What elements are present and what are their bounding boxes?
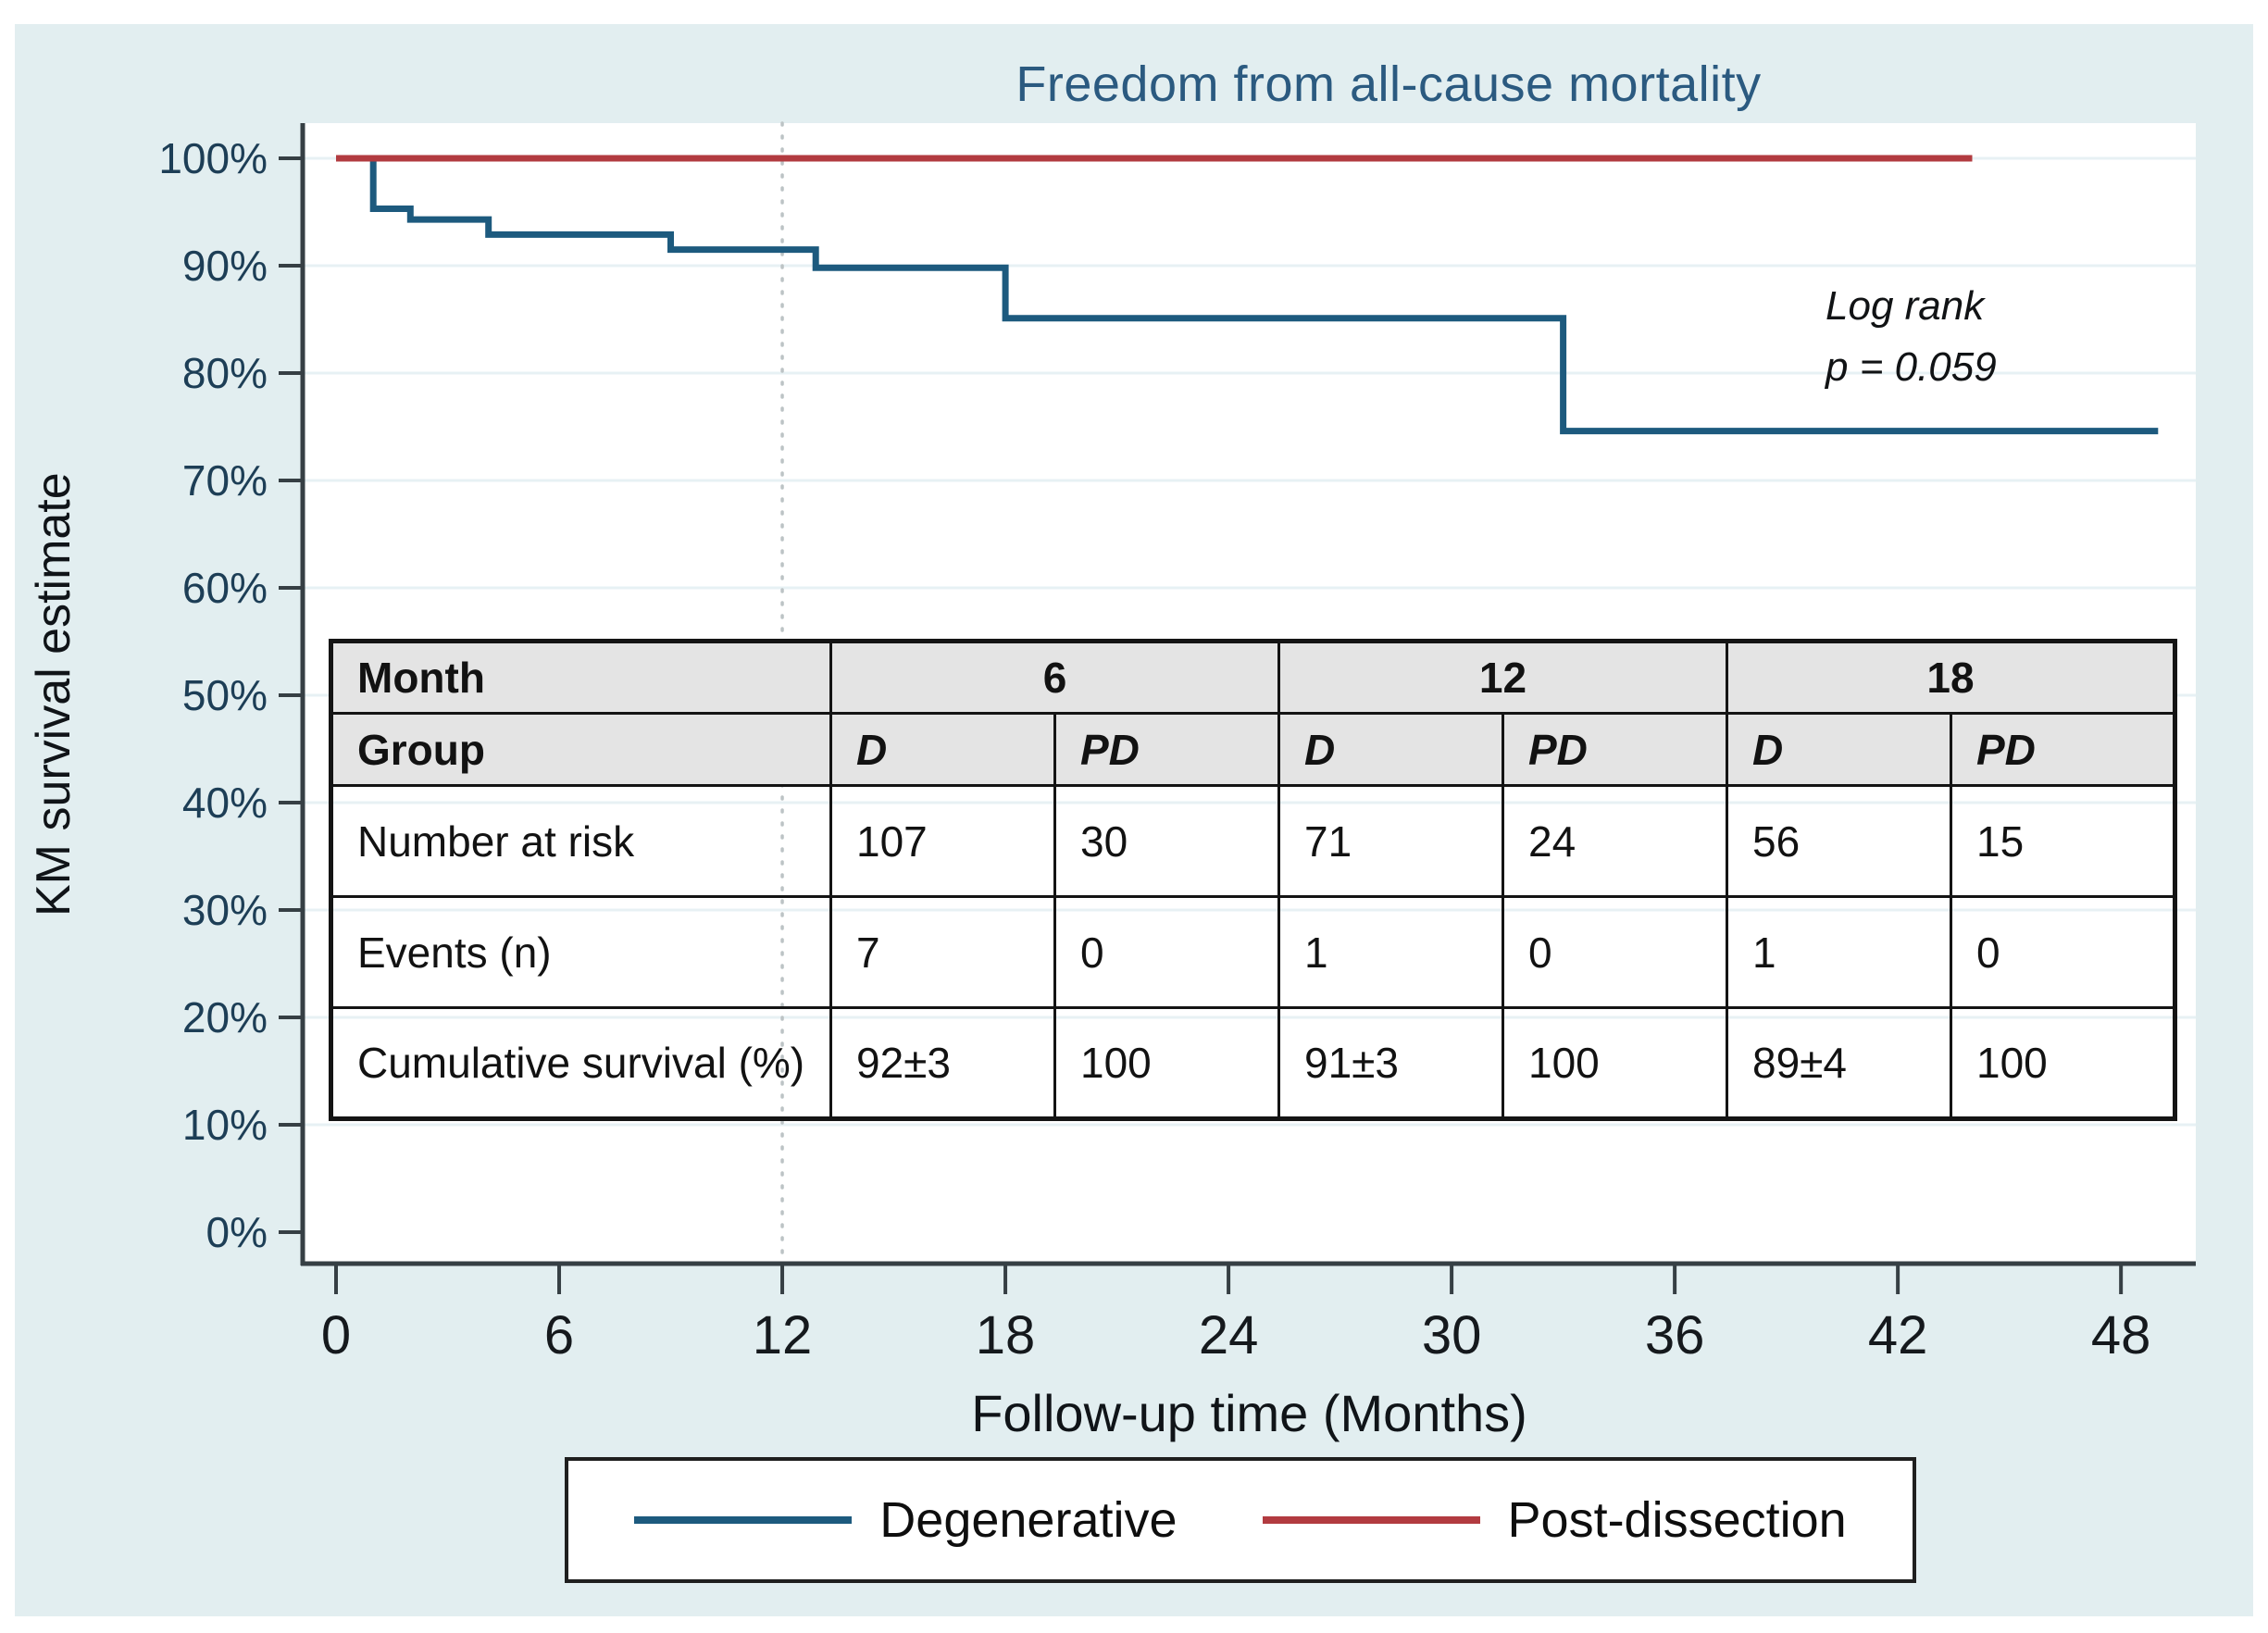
risk-row-value: 0 (1502, 895, 1728, 1009)
y-axis-title: KM survival estimate (27, 472, 81, 916)
month-header-label: Month (330, 640, 832, 715)
y-tick-label: 10% (182, 1101, 268, 1149)
survival-curve-degenerative (336, 155, 2159, 435)
risk-table-row: Events (n) 7 0 1 0 1 0 (330, 895, 2176, 1009)
x-axis-title: Follow-up time (Months) (971, 1384, 1527, 1442)
risk-table-grid: Month 6 12 18 Group D PD D PD D PD Number at risk 10… (329, 639, 2177, 1121)
x-tick-label: 18 (976, 1305, 1036, 1365)
risk-row-value: 7 (829, 895, 1056, 1009)
risk-row-value: 107 (829, 784, 1056, 898)
x-tick-label: 30 (1422, 1305, 1482, 1365)
y-tick-label: 30% (182, 886, 268, 934)
risk-row-label: Events (n) (330, 895, 832, 1009)
x-tick-label: 0 (321, 1305, 351, 1365)
risk-row-value: 56 (1726, 784, 1952, 898)
x-tick-label: 24 (1199, 1305, 1259, 1365)
risk-row-value: 100 (1053, 1006, 1280, 1120)
y-tick-label: 60% (182, 564, 268, 612)
month-value-header: 18 (1726, 640, 2176, 715)
risk-row-value: 71 (1277, 784, 1504, 898)
month-value-header: 6 (829, 640, 1280, 715)
risk-table-row: Cumulative survival (%) 92±3 100 91±3 100 89±… (330, 1006, 2176, 1120)
legend-label: Degenerative (879, 1492, 1178, 1548)
risk-row-value: 0 (1053, 895, 1280, 1009)
y-tick-label: 100% (158, 134, 268, 182)
y-tick-label: 50% (182, 671, 268, 719)
p-value-line: p = 0.059 (1826, 344, 1997, 390)
group-value-header: D (1726, 712, 1952, 787)
risk-row-value: 15 (1950, 784, 2176, 898)
risk-table-group-row: Group D PD D PD D PD (330, 712, 2176, 787)
y-tick-label: 0% (206, 1208, 268, 1256)
risk-row-label: Number at risk (330, 784, 832, 898)
x-tick-label: 48 (2091, 1305, 2151, 1365)
group-value-header: D (1277, 712, 1504, 787)
group-header-label: Group (330, 712, 832, 787)
y-tick-label: 40% (182, 779, 268, 827)
group-value-header: PD (1053, 712, 1280, 787)
risk-table-month-row: Month 6 12 18 (330, 640, 2176, 715)
risk-row-value: 92±3 (829, 1006, 1056, 1120)
y-tick-label: 20% (182, 993, 268, 1041)
legend-label: Post-dissection (1507, 1492, 1847, 1548)
risk-row-value: 91±3 (1277, 1006, 1504, 1120)
risk-table: Month 6 12 18 Group D PD D PD D PD Number at risk 10… (329, 639, 2177, 1121)
risk-row-value: 100 (1502, 1006, 1728, 1120)
month-value-header: 12 (1277, 640, 1728, 715)
risk-row-value: 1 (1277, 895, 1504, 1009)
risk-row-value: 1 (1726, 895, 1952, 1009)
group-value-header: D (829, 712, 1056, 787)
x-tick-label: 36 (1645, 1305, 1705, 1365)
y-tick-label: 90% (182, 242, 268, 290)
legend-line-swatch (634, 1516, 853, 1524)
risk-row-value: 0 (1950, 895, 2176, 1009)
group-value-header: PD (1502, 712, 1728, 787)
legend-item-post-dissection: Post-dissection (1262, 1491, 1847, 1549)
risk-row-label: Cumulative survival (%) (330, 1006, 832, 1120)
log-rank-annotation: Log rank p = 0.059 (1826, 276, 1997, 398)
risk-row-value: 100 (1950, 1006, 2176, 1120)
risk-row-value: 24 (1502, 784, 1728, 898)
x-tick-label: 42 (1868, 1305, 1928, 1365)
risk-table-row: Number at risk 107 30 71 24 56 15 (330, 784, 2176, 898)
risk-row-value: 89±4 (1726, 1006, 1952, 1120)
chart-legend: Degenerative Post-dissection (565, 1457, 1916, 1583)
chart-title: Freedom from all-cause mortality (1016, 56, 1762, 112)
y-tick-label: 80% (182, 349, 268, 397)
legend-item-degenerative: Degenerative (634, 1491, 1178, 1549)
y-tick-label: 70% (182, 456, 268, 505)
group-value-header: PD (1950, 712, 2176, 787)
x-tick-label: 6 (544, 1305, 574, 1365)
x-tick-label: 12 (753, 1305, 813, 1365)
log-rank-line: Log rank (1826, 283, 1985, 329)
legend-line-swatch (1262, 1516, 1480, 1524)
risk-row-value: 30 (1053, 784, 1280, 898)
